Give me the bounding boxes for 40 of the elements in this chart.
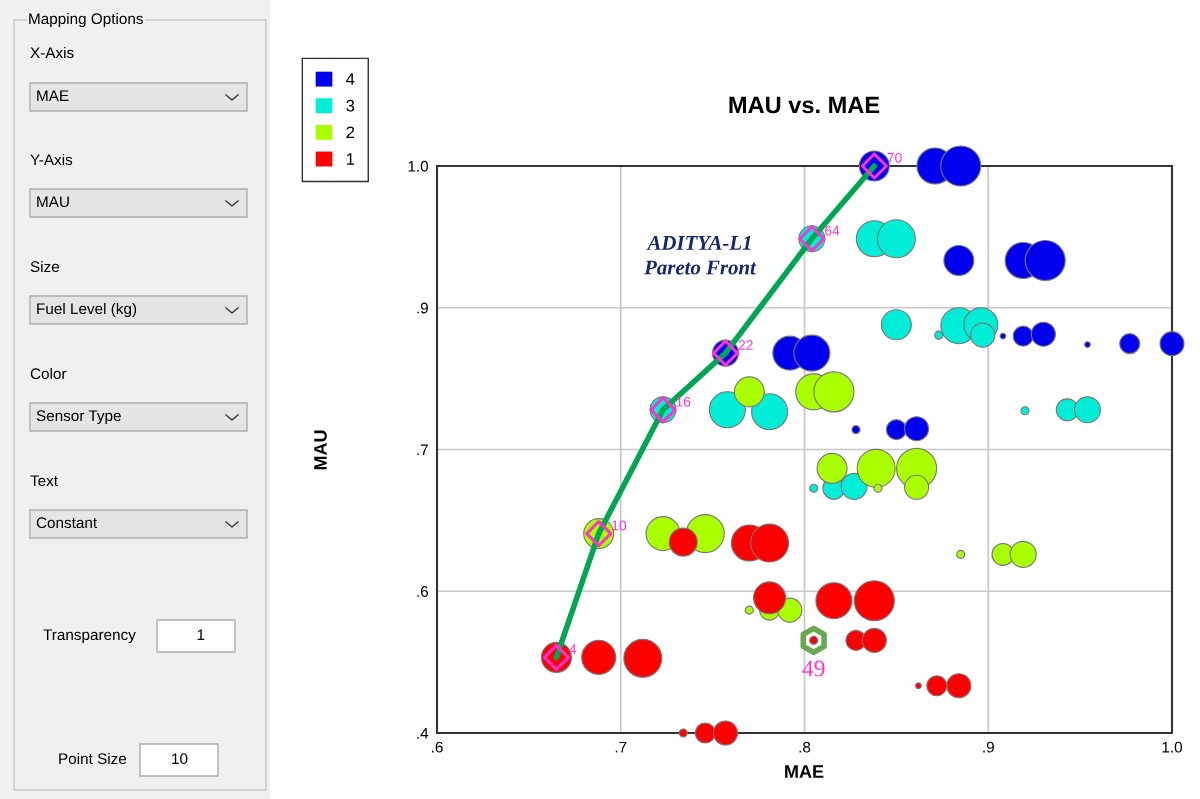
text: 1 [197, 629, 205, 640]
text: Fuel Level (kg) [37, 302, 137, 318]
x-tick-label: .7 [615, 741, 627, 753]
annotation: 4 [569, 644, 577, 655]
text: Sensor Type [36, 410, 121, 425]
text: Constant [36, 517, 98, 529]
annotation: 70 [887, 152, 902, 163]
text: Color [30, 367, 67, 380]
y-tick-label: .6 [417, 586, 428, 597]
text: X-Axis [30, 46, 74, 59]
y-axis-title: MAU [314, 430, 327, 470]
annotation: 64 [825, 225, 840, 236]
legend-label: 3 [346, 99, 355, 112]
x-tick-label: .9 [983, 741, 994, 753]
annotation: ADITYA-L1 Pareto Front [644, 235, 757, 275]
text: Size [30, 260, 60, 273]
text: Mapping Options [29, 12, 143, 28]
annotation: 10 [612, 520, 627, 531]
annotation: 22 [738, 340, 753, 350]
text: Point Size [59, 752, 127, 765]
annotation: 49 [802, 660, 825, 677]
legend-label: 1 [346, 153, 355, 165]
x-tick-label: .8 [799, 741, 811, 753]
x-tick-label: .6 [432, 741, 443, 753]
chart-title: MAU vs. MAE [729, 96, 880, 114]
y-tick-label: .9 [417, 302, 428, 314]
y-tick-label: .4 [417, 728, 429, 739]
y-tick-label: .7 [417, 444, 428, 456]
text: MAE [37, 90, 69, 101]
legend-label: 4 [346, 73, 355, 85]
legend-label: 2 [346, 126, 355, 139]
y-tick-label: 1.0 [408, 160, 429, 172]
annotation: 16 [676, 396, 691, 407]
x-tick-label: 1.0 [1162, 741, 1183, 753]
text: MAU [37, 196, 69, 208]
text: Y-Axis [30, 153, 73, 166]
text: Transparency [43, 629, 136, 644]
text: Text [30, 475, 58, 487]
text: 10 [172, 753, 188, 765]
x-axis-title: MAE [785, 765, 824, 778]
